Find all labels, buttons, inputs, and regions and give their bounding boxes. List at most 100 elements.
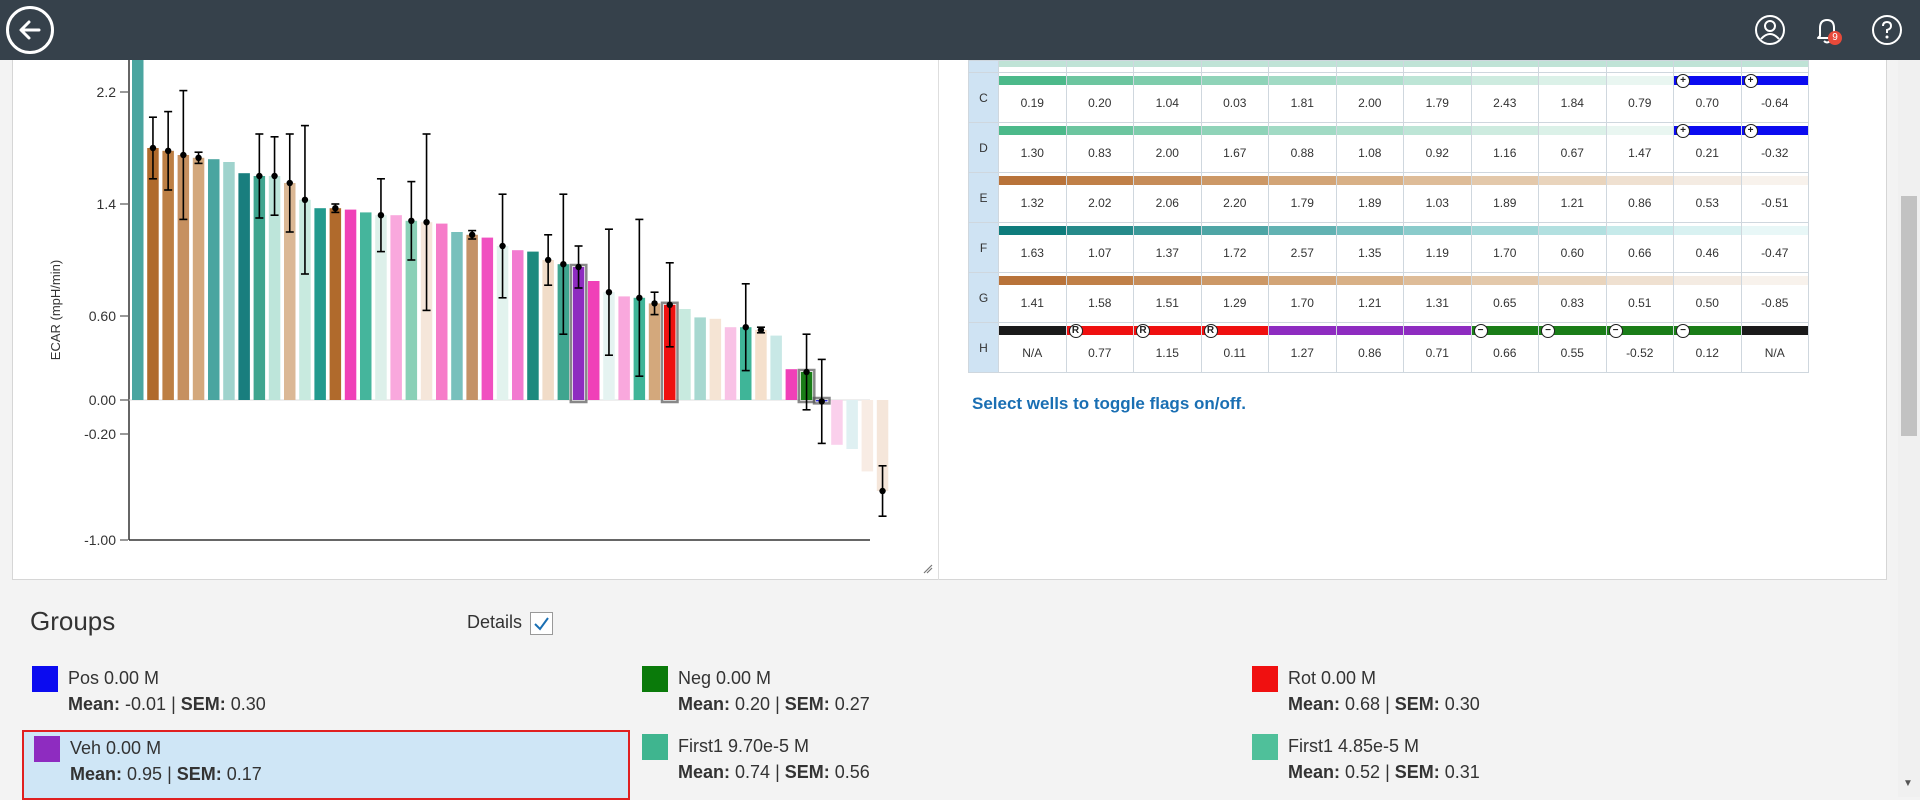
plate-well[interactable]	[1403, 60, 1472, 73]
plate-well[interactable]: 1.31	[1403, 272, 1472, 323]
chart-bar[interactable]	[466, 234, 478, 400]
plate-well[interactable]: 1.81	[1268, 72, 1337, 123]
plate-well[interactable]: 0.53	[1673, 172, 1742, 223]
plate-well[interactable]: 0.19	[998, 72, 1067, 123]
plate-well[interactable]: 1.37	[1133, 222, 1202, 273]
chart-bar[interactable]	[390, 215, 402, 400]
flag-minus-icon[interactable]: −	[1541, 324, 1555, 338]
details-checkbox[interactable]	[530, 612, 553, 635]
plate-well[interactable]	[1065, 60, 1134, 73]
plate-well[interactable]: −0.66	[1470, 322, 1539, 373]
chart-bar[interactable]	[177, 155, 190, 400]
plate-well[interactable]	[1133, 60, 1202, 73]
plate-well[interactable]: 1.47	[1605, 122, 1674, 173]
plate-well[interactable]: 0.66	[1605, 222, 1674, 273]
chart-bar[interactable]	[831, 400, 843, 445]
chart-bar[interactable]	[344, 209, 357, 400]
back-button[interactable]	[6, 6, 54, 54]
well-plate-map[interactable]: C 0.19 0.20 1.04 0.03 1.81 2.00 1.79 2.43 1.84 0.7…	[968, 60, 1809, 373]
plate-well[interactable]	[1200, 60, 1269, 73]
plate-well[interactable]: 1.58	[1065, 272, 1134, 323]
flag-plus-icon[interactable]: +	[1676, 74, 1690, 88]
chart-bar[interactable]	[208, 159, 220, 400]
plate-well[interactable]	[1538, 60, 1607, 73]
group-item[interactable]: Veh 0.00 M Mean: 0.95 | SEM: 0.17	[22, 730, 630, 800]
chart-bar[interactable]	[360, 212, 372, 400]
plate-well[interactable]: 2.20	[1200, 172, 1269, 223]
chart-bar[interactable]	[253, 176, 266, 400]
chart-bar[interactable]	[694, 317, 706, 400]
plate-well[interactable]: 2.02	[1065, 172, 1134, 223]
flag-minus-icon[interactable]: −	[1473, 324, 1488, 338]
plate-well[interactable]: -0.51	[1740, 172, 1809, 223]
plate-well[interactable]: −0.55	[1538, 322, 1607, 373]
chart-bar[interactable]	[147, 148, 159, 400]
group-item[interactable]: First1 4.85e-5 M Mean: 0.52 | SEM: 0.31	[1250, 734, 1860, 794]
plate-well[interactable]: N/A	[998, 322, 1067, 373]
plate-well[interactable]: N/A	[1740, 322, 1809, 373]
chart-bar[interactable]	[846, 400, 858, 449]
chart-bar[interactable]	[709, 318, 722, 400]
chart-bar[interactable]	[481, 237, 494, 400]
chart-bar[interactable]	[588, 281, 600, 400]
chart-bar[interactable]	[679, 309, 691, 400]
plate-well[interactable]: 0.67	[1538, 122, 1607, 173]
plate-well[interactable]: − -0.52	[1605, 322, 1674, 373]
plate-well[interactable]: 2.57	[1268, 222, 1337, 273]
plate-well[interactable]: 0.92	[1403, 122, 1472, 173]
flag-plus-icon[interactable]: +	[1743, 74, 1758, 88]
flag-minus-icon[interactable]: −	[1608, 324, 1623, 338]
plate-well[interactable]: 0.51	[1605, 272, 1674, 323]
group-item[interactable]: Rot 0.00 M Mean: 0.68 | SEM: 0.30	[1250, 666, 1860, 726]
plate-well[interactable]: 2.06	[1133, 172, 1202, 223]
plate-well[interactable]: 1.67	[1200, 122, 1269, 173]
chart-bar[interactable]	[876, 400, 889, 491]
notifications-button[interactable]: 9	[1811, 14, 1843, 46]
plate-well[interactable]: 1.84	[1538, 72, 1607, 123]
flag-r-icon[interactable]: R	[1068, 324, 1083, 338]
plate-well[interactable]	[1673, 60, 1742, 73]
plate-well[interactable]: 0.65	[1470, 272, 1539, 323]
plate-well[interactable]: 1.79	[1403, 72, 1472, 123]
chart-bar[interactable]	[542, 260, 554, 400]
chart-bar[interactable]	[375, 215, 387, 400]
chart-bar[interactable]	[648, 303, 661, 400]
plate-well[interactable]: 1.89	[1470, 172, 1539, 223]
ecar-bar-chart[interactable]: ECAR (mpH/min) 2.2 1.4 0.60 0.00 -0.20 -1.00	[12, 60, 938, 580]
chart-bar[interactable]	[299, 199, 311, 400]
group-item[interactable]: First1 9.70e-5 M Mean: 0.74 | SEM: 0.56	[640, 734, 1250, 794]
plate-well[interactable]	[1268, 60, 1337, 73]
plate-well[interactable]: +0.21	[1673, 122, 1742, 173]
chart-bar[interactable]	[192, 157, 205, 400]
plate-well[interactable]: R 1.15	[1133, 322, 1202, 373]
chart-bar[interactable]	[512, 250, 524, 400]
chart-bar[interactable]	[527, 251, 539, 400]
plate-well[interactable]	[998, 60, 1067, 73]
plate-well[interactable]: + -0.32	[1740, 122, 1809, 173]
chart-bar[interactable]	[664, 304, 676, 400]
plate-well[interactable]: 1.35	[1335, 222, 1404, 273]
plate-well[interactable]: 0.83	[1538, 272, 1607, 323]
flag-r-icon[interactable]: R	[1136, 324, 1150, 338]
group-item[interactable]: Neg 0.00 M Mean: 0.20 | SEM: 0.27	[640, 666, 1250, 726]
plate-well[interactable]: -0.85	[1740, 272, 1809, 323]
plate-well[interactable]: −0.12	[1673, 322, 1742, 373]
chart-bar[interactable]	[724, 327, 737, 400]
plate-well[interactable]: 0.46	[1673, 222, 1742, 273]
plate-well[interactable]: 0.79	[1605, 72, 1674, 123]
chart-bar[interactable]	[770, 335, 782, 400]
plate-well[interactable]: 1.04	[1133, 72, 1202, 123]
plate-well[interactable]: 1.32	[998, 172, 1067, 223]
plate-well[interactable]: 1.72	[1200, 222, 1269, 273]
chart-bar[interactable]	[861, 400, 874, 472]
plate-well[interactable]: 0.60	[1538, 222, 1607, 273]
chart-bar[interactable]	[162, 150, 174, 400]
plate-well[interactable]: 1.21	[1538, 172, 1607, 223]
flag-plus-icon[interactable]: +	[1743, 124, 1758, 138]
plate-well[interactable]: R 0.11	[1200, 322, 1269, 373]
chart-bar[interactable]	[436, 223, 448, 400]
plate-well[interactable]: 0.86	[1605, 172, 1674, 223]
chart-bar[interactable]	[238, 173, 250, 400]
group-item[interactable]: Pos 0.00 M Mean: -0.01 | SEM: 0.30	[30, 666, 640, 726]
plate-well[interactable]: 0.20	[1065, 72, 1134, 123]
